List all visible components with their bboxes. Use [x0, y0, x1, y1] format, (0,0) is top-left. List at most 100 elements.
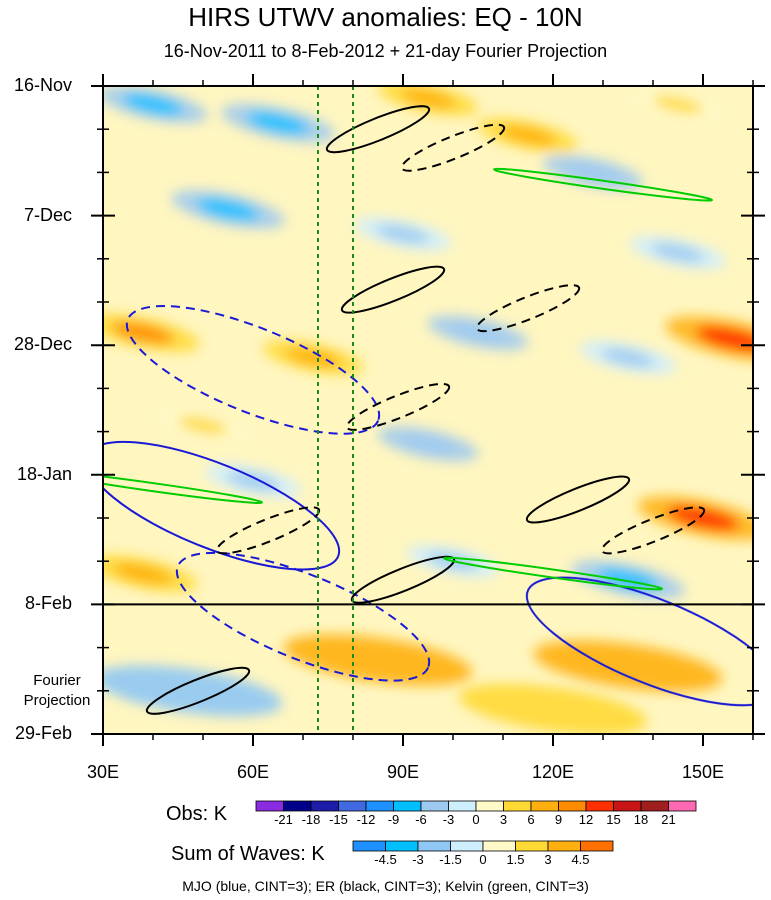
waves-colorbar-tick-label: 1.5: [506, 852, 525, 867]
obs-colorbar-tick-label: -12: [356, 812, 376, 827]
obs-colorbar-swatch-14: [640, 800, 669, 812]
obs-colorbar-swatch-8: [475, 800, 504, 812]
field-core-17: [226, 471, 280, 491]
x-tick-label: 150E: [681, 762, 725, 782]
field-core-11: [450, 323, 506, 343]
waves-colorbar-swatch-6: [547, 840, 581, 852]
obs-colorbar-tick-label: -21: [274, 812, 293, 827]
waves-colorbar-swatch-3: [450, 840, 484, 852]
obs-colorbar-tick-label: -15: [329, 812, 348, 827]
y-tick-label: 29-Feb: [14, 723, 72, 743]
projection-cell-0: [103, 665, 283, 717]
field-core-7: [376, 224, 430, 244]
x-tick-label: 120E: [531, 762, 575, 782]
plot-area: [103, 86, 753, 734]
waves-colorbar-tick-label: 3: [544, 852, 552, 867]
waves-colorbar-tick-label: -4.5: [374, 852, 397, 867]
y-tick-label: 16-Nov: [13, 75, 72, 95]
kelvin-contour-2: [443, 556, 663, 591]
obs-colorbar-swatch-5: [393, 800, 422, 812]
er-contour-4: [345, 382, 451, 431]
field-core-8: [651, 243, 705, 262]
obs-colorbar-tick-label: 3: [499, 812, 508, 827]
field-core-5: [565, 162, 621, 182]
mjo-contour-2: [175, 551, 431, 682]
field-core-0: [123, 94, 183, 115]
obs-colorbar-swatch-3: [338, 800, 367, 812]
projection-note-line-2: Projection: [23, 692, 91, 709]
mjo-contour-0: [125, 305, 381, 435]
field-core-18: [113, 563, 173, 584]
mjo-contour-1: [103, 440, 341, 571]
er-contour-6: [525, 475, 631, 524]
obs-colorbar-swatch-10: [530, 800, 559, 812]
er-contour-7: [600, 506, 706, 555]
plot-frame: [102, 85, 754, 735]
reference-lines: [317, 86, 354, 734]
field-background: [103, 86, 753, 734]
field-core-16: [667, 505, 739, 531]
chart-subtitle: 16-Nov-2011 to 8-Feb-2012 + 21-day Fouri…: [163, 41, 608, 61]
field-core-19: [596, 569, 660, 591]
er-contour-1: [400, 123, 506, 172]
obs-colorbar-swatch-13: [613, 800, 642, 812]
x-tick-label: 60E: [236, 762, 270, 782]
waves-colorbar-swatch-4: [482, 840, 516, 852]
field-core-4: [652, 95, 704, 114]
x-tick-label: 30E: [86, 762, 120, 782]
obs-colorbar-swatch-4: [365, 800, 394, 812]
x-tick-label: 90E: [386, 762, 420, 782]
field-core-3: [500, 125, 556, 145]
obs-colorbar-swatch-1: [283, 800, 312, 812]
projection-note-line-1: Fourier: [33, 672, 81, 689]
obs-colorbar-tick-label: -9: [387, 812, 400, 827]
y-tick-label: 28-Dec: [13, 334, 72, 355]
field-core-10: [285, 348, 341, 368]
kelvin-contour-1: [103, 470, 263, 504]
wave-contours: [103, 105, 753, 715]
waves-colorbar-tick-label: 4.5: [571, 852, 590, 867]
obs-colorbar-swatch-0: [255, 800, 284, 812]
kelvin-contour-0: [493, 167, 713, 202]
field-core-2: [400, 88, 456, 108]
anomaly-field: [103, 86, 753, 734]
er-contour-9: [145, 666, 251, 715]
er-contour-2: [340, 265, 446, 314]
waves-colorbar-swatch-7: [580, 840, 614, 852]
obs-colorbar-label: Obs: K: [166, 803, 228, 825]
y-tick-label: 8-Feb: [24, 593, 72, 614]
waves-colorbar-swatch-2: [417, 840, 451, 852]
waves-colorbar: [352, 840, 614, 852]
waves-colorbar-swatch-5: [515, 840, 549, 852]
obs-colorbar-tick-label: 9: [554, 812, 563, 827]
field-core-14: [177, 416, 229, 435]
obs-colorbar-swatch-7: [448, 800, 477, 812]
waves-colorbar-tick-label: -1.5: [439, 852, 462, 867]
field-core-1: [246, 112, 310, 134]
obs-colorbar-swatch-11: [558, 800, 587, 812]
waves-colorbar-tick-label: -3: [412, 852, 424, 867]
obs-colorbar-tick-label: 6: [527, 812, 535, 827]
obs-colorbar-swatch-12: [585, 800, 614, 812]
obs-colorbar-swatch-6: [420, 800, 449, 812]
obs-colorbar-tick-label: -3: [442, 812, 455, 827]
contour-legend: MJO (blue, CINT=3); ER (black, CINT=3); …: [182, 878, 589, 894]
chart-title: HIRS UTWV anomalies: EQ - 10N: [188, 2, 583, 32]
obs-colorbar: [255, 800, 697, 812]
obs-colorbar-swatch-9: [503, 800, 532, 812]
projection-note: Fourier Projection: [14, 672, 100, 709]
field-core-6: [196, 198, 260, 221]
obs-colorbar-tick-label: 0: [472, 812, 480, 827]
obs-colorbar-tick-label: 12: [578, 812, 594, 827]
y-tick-label: 7-Dec: [23, 204, 72, 225]
obs-colorbar-tick-label: -18: [301, 812, 321, 827]
obs-colorbar-tick-label: 21: [661, 812, 676, 827]
er-contour-3: [475, 284, 581, 333]
field-core-13: [601, 348, 655, 367]
mjo-contour-3: [525, 576, 753, 707]
waves-colorbar-swatch-0: [352, 840, 386, 852]
er-contour-0: [325, 105, 431, 154]
obs-colorbar-swatch-2: [310, 800, 339, 812]
waves-colorbar-tick-label: 0: [479, 852, 487, 867]
projection-cell-3: [458, 683, 648, 734]
